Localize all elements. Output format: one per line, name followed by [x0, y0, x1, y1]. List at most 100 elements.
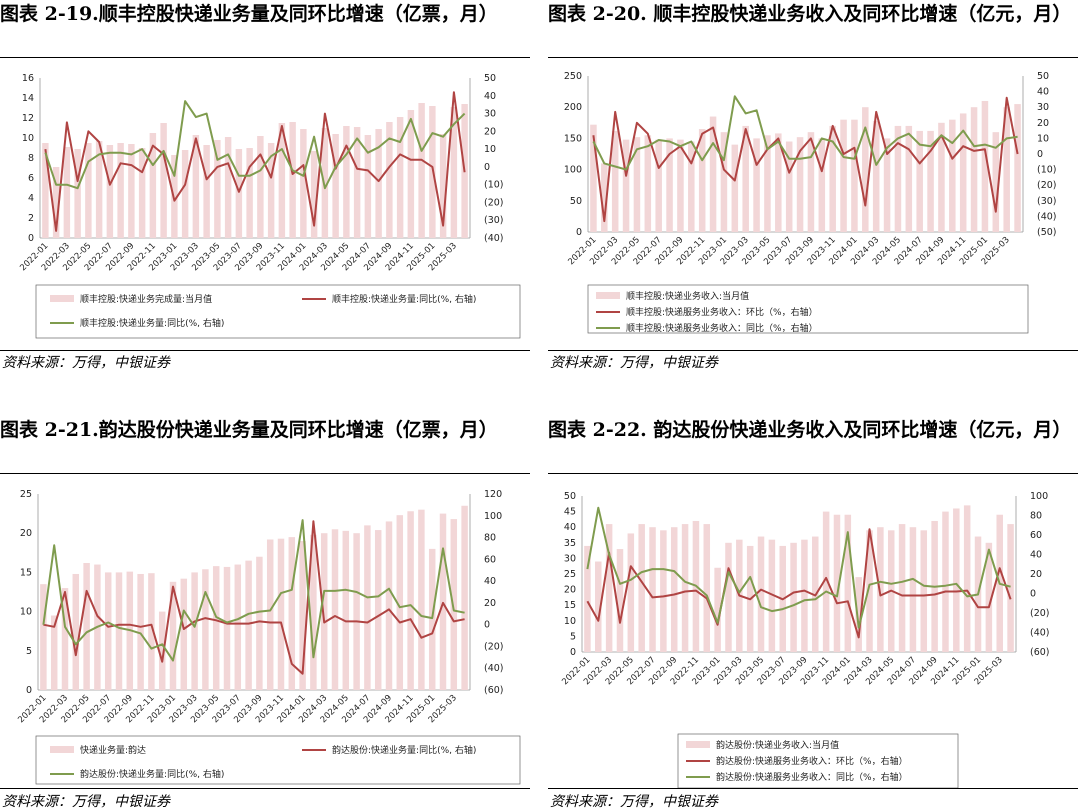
title-rule [0, 473, 530, 474]
bar [627, 533, 635, 652]
bar [742, 125, 749, 232]
bar [104, 572, 112, 690]
left-tick-label: 150 [564, 133, 582, 144]
legend-box [677, 733, 959, 788]
figure-title: 图表 2-22. 韵达股份快递业务收入及同环比增速（亿元，月） [548, 419, 1072, 441]
bar [289, 122, 296, 238]
bar [128, 144, 135, 238]
figure-panel-c2: 图表 2-20. 顺丰控股快递业务收入及同环比增速（亿元，月） 0 50 100 15… [548, 0, 1080, 380]
right-tick-label: (60) [484, 685, 504, 696]
bar [981, 100, 989, 233]
bar-series [590, 100, 1021, 233]
bar [601, 163, 608, 232]
right-tick-label: (60) [1030, 647, 1050, 658]
title-rule [0, 57, 530, 58]
bar [655, 139, 662, 232]
bar [818, 138, 826, 232]
bar [916, 130, 923, 232]
figure-panel-c1: 图表 2-19.顺丰控股快递业务量及同环比增速（亿票，月） 0 2 4 6 8 10 12 1… [0, 0, 540, 380]
right-tick-label: (20) [484, 641, 504, 652]
bar [74, 149, 81, 238]
bar [833, 514, 841, 652]
left-tick-label: 25 [564, 569, 576, 580]
bar [300, 129, 307, 238]
left-tick-label: 25 [20, 489, 32, 500]
right-tick-label: 80 [484, 533, 496, 544]
bar [245, 560, 252, 690]
left-tick-label: 15 [20, 567, 32, 578]
bar [649, 527, 656, 652]
bar [851, 119, 858, 232]
bar [622, 139, 630, 232]
bar [115, 572, 123, 690]
bar [331, 529, 339, 690]
bar [844, 514, 852, 652]
bar [605, 524, 613, 652]
bar [396, 515, 404, 690]
bar [138, 148, 146, 238]
bar [785, 141, 793, 232]
legend: 快递业务量:韵达 韵达股份:快递业务量:同比(%, 右轴)韵达股份:快递业务量:同… [35, 735, 521, 785]
left-tick-label: 20 [564, 585, 576, 596]
bar [757, 536, 765, 652]
right-tick-label: (40) [1030, 628, 1050, 639]
x-tick-labels: 2022-012022-032022-052022-072022-092022-… [566, 235, 1011, 267]
bar [137, 573, 144, 690]
source-note: 资料来源：万得，中银证券 [550, 794, 718, 810]
yoy-growth-line [586, 506, 1011, 629]
mom-growth-line [44, 91, 466, 232]
right-tick-label: (50) [1037, 227, 1057, 238]
bar [149, 133, 157, 238]
figure-panel-c4: 图表 2-22. 韵达股份快递业务收入及同环比增速（亿元，月） 0 5 10 15 20… [548, 418, 1080, 810]
bar [277, 538, 285, 690]
figure-panel-c3: 图表 2-21.韵达股份快递业务量及同环比增速（亿票，月） 0 5 10 15 20 25… [0, 418, 540, 810]
right-tick-label: 50 [1037, 71, 1049, 82]
source-note: 资料来源：万得，中银证券 [550, 355, 718, 371]
legend: 顺丰控股:快递业务完成量:当月值 顺丰控股:快递业务量:同比(%, 右轴)顺丰控股… [35, 284, 521, 339]
bar [181, 150, 189, 238]
x-tick-labels: 2022-012022-032022-052022-072022-092022-… [16, 693, 459, 725]
bar [450, 107, 458, 238]
left-tick-label: 0 [570, 647, 576, 658]
bar [461, 505, 468, 690]
right-tick-label: 30 [1037, 102, 1049, 113]
bar [343, 126, 350, 238]
bar [698, 129, 706, 232]
bar [224, 137, 232, 238]
legend-label: 韵达股份:快递业务收入:当月值 [716, 739, 839, 751]
bar [829, 125, 836, 232]
bar [949, 119, 956, 232]
right-tick-label: 20 [484, 126, 496, 137]
left-tick-label: 2 [28, 213, 34, 224]
bar [822, 511, 830, 652]
bar [1014, 104, 1021, 232]
title-rule [548, 473, 1078, 474]
right-tick-label: (40) [484, 663, 504, 674]
bar [938, 122, 945, 232]
bar [638, 524, 645, 652]
chart-c3: 0 5 10 15 20 25 (60) (40) (20) 0 20 40 60 80 100 120 202… [16, 489, 521, 785]
bar [807, 132, 815, 232]
bar [353, 533, 360, 690]
left-tick-label: 50 [570, 196, 582, 207]
bar [862, 107, 869, 232]
bar [203, 145, 210, 238]
bar [963, 505, 971, 652]
bar [450, 519, 458, 690]
legend-label: 韵达股份:快递业务量:同比(%, 右轴) [332, 744, 476, 756]
right-tick-label: 60 [484, 554, 496, 565]
right-tick-label: 20 [1037, 118, 1049, 129]
right-tick-label: (10) [484, 180, 504, 191]
right-tick-label: 0 [484, 620, 490, 631]
bar [180, 578, 188, 690]
left-tick-label: 50 [564, 491, 576, 502]
right-tick-label: 60 [1030, 530, 1042, 541]
left-tick-label: 16 [22, 73, 34, 84]
bar [266, 539, 274, 690]
bar [1007, 524, 1014, 652]
bar [753, 138, 760, 232]
bar [61, 588, 69, 690]
bar [191, 572, 198, 690]
